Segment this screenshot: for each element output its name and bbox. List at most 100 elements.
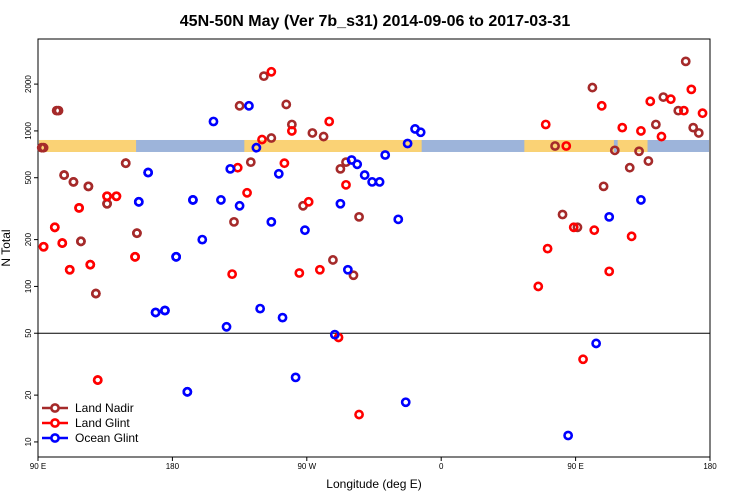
point-land-glint: [324, 116, 335, 127]
y-tick-label: 200: [24, 232, 33, 246]
point-land-nadir: [59, 170, 70, 180]
point-land-nadir: [258, 71, 269, 82]
y-tick-label: 20: [24, 390, 33, 399]
point-land-glint: [242, 187, 252, 198]
point-land-glint: [57, 238, 68, 248]
point-ocean-glint: [393, 214, 404, 225]
point-land-glint: [589, 225, 600, 236]
x-tick-label: 90 E: [567, 462, 583, 471]
point-land-nadir: [335, 163, 346, 174]
x-tick-label: 90 E: [30, 462, 46, 471]
point-land-nadir: [354, 211, 364, 222]
point-land-glint: [38, 241, 49, 252]
point-ocean-glint: [188, 195, 198, 205]
point-ocean-glint: [150, 307, 161, 318]
point-land-glint: [227, 269, 238, 280]
point-land-glint: [626, 231, 637, 242]
point-ocean-glint: [273, 168, 284, 179]
point-ocean-glint: [182, 386, 193, 397]
legend-marker: [50, 403, 60, 413]
legend-marker: [50, 418, 60, 428]
point-ocean-glint: [255, 303, 266, 314]
point-land-glint: [540, 119, 551, 130]
data-points: [36, 56, 708, 441]
point-land-nadir: [609, 145, 620, 156]
point-ocean-glint: [143, 167, 154, 178]
point-ocean-glint: [197, 234, 208, 245]
point-ocean-glint: [290, 372, 301, 383]
point-ocean-glint: [591, 338, 602, 349]
point-land-glint: [561, 141, 572, 151]
point-land-nadir: [557, 209, 568, 220]
point-land-glint: [303, 196, 314, 207]
y-tick-label: 100: [24, 279, 33, 293]
map-band: [39, 139, 709, 152]
point-ocean-glint: [171, 251, 182, 262]
x-tick-label: 0: [439, 462, 444, 471]
point-land-glint: [542, 243, 553, 254]
point-land-glint: [656, 131, 667, 142]
point-land-glint: [257, 134, 267, 145]
point-land-glint: [279, 158, 290, 169]
point-land-glint: [286, 126, 297, 136]
point-ocean-glint: [244, 100, 254, 111]
y-axis-label: N Total: [0, 229, 13, 266]
point-land-glint: [678, 105, 689, 116]
point-land-glint: [533, 281, 544, 292]
point-land-glint: [102, 191, 112, 202]
point-ocean-glint: [367, 177, 378, 187]
point-ocean-glint: [415, 127, 426, 138]
point-land-glint: [92, 375, 103, 385]
point-land-glint: [568, 222, 579, 233]
point-land-nadir: [307, 128, 318, 138]
point-ocean-glint: [221, 321, 232, 332]
point-land-nadir: [572, 222, 583, 233]
point-land-glint: [354, 409, 364, 420]
point-ocean-glint: [234, 200, 245, 211]
point-land-nadir: [634, 146, 644, 157]
legend-marker: [50, 433, 60, 443]
point-land-nadir: [550, 141, 560, 151]
map-band-land: [244, 139, 422, 152]
point-land-nadir: [598, 181, 609, 192]
point-land-glint: [111, 191, 122, 202]
point-land-nadir: [120, 158, 131, 169]
chart-title: 45N-50N May (Ver 7b_s31) 2014-09-06 to 2…: [180, 13, 571, 30]
point-land-glint: [578, 354, 588, 365]
point-land-glint: [686, 84, 697, 95]
point-ocean-glint: [160, 305, 170, 316]
x-tick-label: 90 W: [297, 462, 316, 471]
legend-label: Land Nadir: [75, 401, 134, 415]
point-land-nadir: [688, 122, 699, 133]
point-ocean-glint: [251, 142, 262, 153]
point-ocean-glint: [604, 211, 615, 222]
plot-frame: [37, 38, 711, 458]
point-ocean-glint: [400, 397, 411, 408]
point-ocean-glint: [277, 312, 288, 323]
y-tick-label: 1000: [24, 121, 33, 139]
point-land-nadir: [643, 156, 654, 166]
point-land-glint: [64, 264, 75, 275]
point-land-nadir: [328, 255, 338, 265]
y-axis: 10 20 50 100 200 500 1000 2000: [24, 75, 38, 446]
point-land-glint: [130, 251, 140, 262]
point-land-nadir: [234, 100, 245, 111]
point-ocean-glint: [216, 195, 226, 205]
point-ocean-glint: [380, 150, 391, 160]
point-land-nadir: [266, 133, 277, 143]
point-land-nadir: [68, 177, 79, 187]
point-land-glint: [85, 259, 96, 270]
point-land-nadir: [76, 236, 86, 247]
point-land-nadir: [587, 82, 598, 93]
point-land-nadir: [83, 181, 94, 192]
point-land-glint: [232, 162, 243, 173]
point-ocean-glint: [300, 225, 310, 236]
point-land-nadir: [53, 105, 64, 116]
point-land-glint: [617, 122, 628, 133]
point-land-nadir: [229, 216, 239, 227]
point-land-nadir: [348, 270, 359, 281]
point-land-nadir: [102, 198, 112, 209]
point-ocean-glint: [374, 177, 385, 187]
